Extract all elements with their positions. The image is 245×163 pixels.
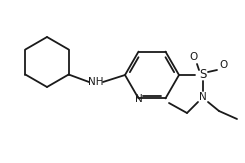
Text: S: S (199, 68, 207, 82)
Text: N: N (135, 94, 142, 104)
Text: NH: NH (88, 77, 104, 87)
Text: O: O (219, 60, 227, 70)
Text: N: N (199, 92, 207, 102)
Text: O: O (189, 52, 197, 62)
